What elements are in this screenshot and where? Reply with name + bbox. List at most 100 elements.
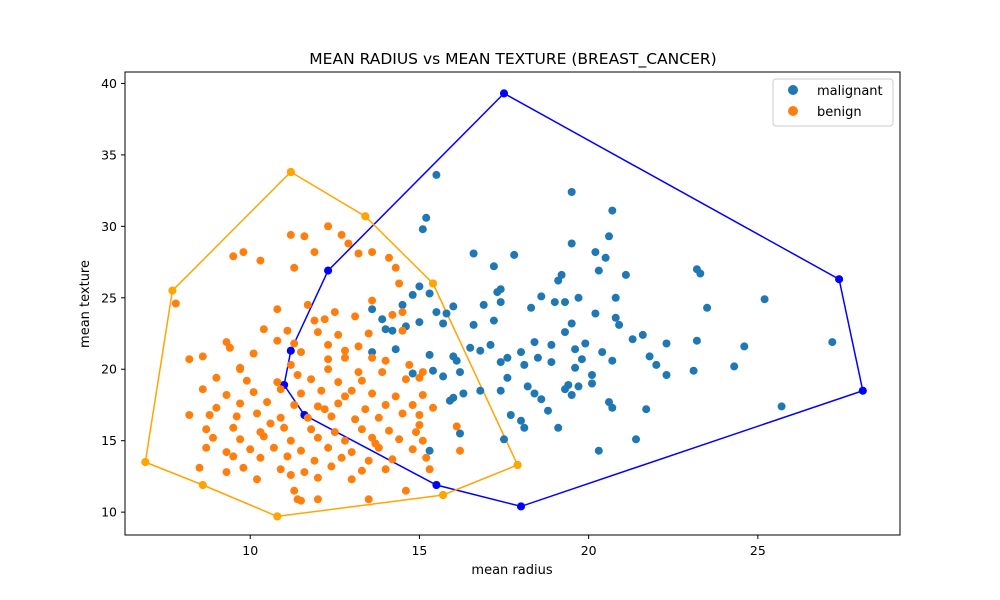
- point-benign: [313, 328, 322, 337]
- point-malignant: [550, 298, 559, 307]
- hull-vertex-benign: [141, 458, 150, 467]
- point-benign: [320, 315, 329, 324]
- point-malignant: [608, 206, 617, 215]
- point-malignant: [408, 369, 417, 378]
- point-malignant: [503, 353, 512, 362]
- point-benign: [351, 415, 360, 424]
- point-benign: [303, 413, 312, 422]
- point-benign: [303, 300, 312, 309]
- point-benign: [378, 368, 387, 377]
- plot-frame: [124, 71, 901, 536]
- point-benign: [280, 423, 289, 432]
- point-malignant: [520, 360, 529, 369]
- point-benign: [297, 389, 305, 398]
- point-benign: [341, 346, 349, 355]
- point-benign: [276, 385, 285, 394]
- point-malignant: [567, 319, 576, 328]
- point-benign: [395, 279, 404, 288]
- hull-vertex-benign: [361, 212, 370, 221]
- point-malignant: [703, 303, 712, 312]
- point-malignant: [459, 389, 468, 398]
- point-benign: [408, 445, 417, 454]
- point-malignant: [591, 248, 600, 257]
- point-benign: [395, 435, 404, 444]
- point-malignant: [577, 355, 586, 364]
- point-benign: [290, 401, 299, 409]
- point-benign: [324, 340, 333, 349]
- point-benign: [236, 365, 245, 374]
- hull-vertex-malignant: [835, 275, 844, 284]
- point-malignant: [571, 345, 580, 354]
- y-tick-label: 15: [101, 433, 117, 448]
- point-malignant: [777, 402, 786, 411]
- point-benign: [327, 412, 336, 421]
- hull-vertex-benign: [198, 481, 207, 489]
- point-malignant: [537, 395, 546, 404]
- point-benign: [202, 425, 211, 434]
- point-benign: [276, 465, 285, 474]
- point-benign: [391, 392, 400, 401]
- point-malignant: [533, 353, 542, 362]
- y-tick-label: 30: [101, 219, 117, 234]
- point-benign: [259, 432, 268, 441]
- point-benign: [398, 409, 407, 418]
- point-malignant: [381, 325, 390, 334]
- point-malignant: [594, 266, 603, 275]
- point-benign: [347, 448, 356, 457]
- point-benign: [273, 305, 282, 314]
- point-benign: [236, 399, 245, 408]
- point-malignant: [425, 350, 434, 359]
- point-malignant: [554, 276, 563, 285]
- point-malignant: [422, 213, 431, 222]
- point-malignant: [642, 405, 651, 414]
- point-benign: [266, 419, 275, 428]
- point-benign: [313, 433, 322, 442]
- point-malignant: [506, 411, 515, 419]
- point-malignant: [517, 416, 525, 425]
- point-malignant: [476, 386, 485, 395]
- point-malignant: [561, 385, 569, 394]
- point-benign: [307, 425, 316, 434]
- point-benign: [341, 392, 349, 401]
- point-benign: [401, 375, 410, 384]
- point-benign: [249, 349, 258, 358]
- point-benign: [391, 263, 400, 272]
- point-malignant: [760, 295, 769, 304]
- point-benign: [212, 403, 221, 412]
- point-benign: [327, 462, 336, 471]
- point-benign: [297, 446, 305, 455]
- convex-hulls: [144, 92, 864, 518]
- point-benign: [290, 339, 299, 348]
- point-benign: [222, 448, 231, 457]
- point-benign: [307, 375, 316, 384]
- point-malignant: [466, 343, 475, 352]
- point-benign: [368, 389, 377, 398]
- point-malignant: [493, 288, 502, 297]
- point-benign: [374, 413, 383, 422]
- point-benign: [276, 413, 285, 422]
- point-benign: [354, 342, 363, 351]
- point-benign: [205, 411, 214, 419]
- point-malignant: [561, 328, 569, 337]
- point-benign: [412, 428, 420, 437]
- point-malignant: [449, 393, 458, 402]
- hull-vertex-benign: [513, 461, 522, 469]
- point-benign: [259, 325, 268, 334]
- y-axis-label: mean texture: [78, 260, 93, 348]
- point-benign: [320, 405, 329, 414]
- point-benign: [324, 443, 333, 452]
- point-malignant: [611, 293, 620, 302]
- point-benign: [398, 308, 407, 317]
- y-tick-label: 10: [101, 505, 117, 520]
- point-benign: [283, 326, 292, 335]
- point-benign: [371, 439, 380, 448]
- point-malignant: [574, 293, 583, 302]
- point-benign: [300, 468, 309, 477]
- point-benign: [381, 356, 390, 365]
- x-tick-label: 25: [750, 543, 766, 558]
- point-malignant: [368, 305, 377, 314]
- point-benign: [357, 425, 366, 434]
- legend: malignant benign: [772, 78, 894, 127]
- point-benign: [452, 422, 461, 431]
